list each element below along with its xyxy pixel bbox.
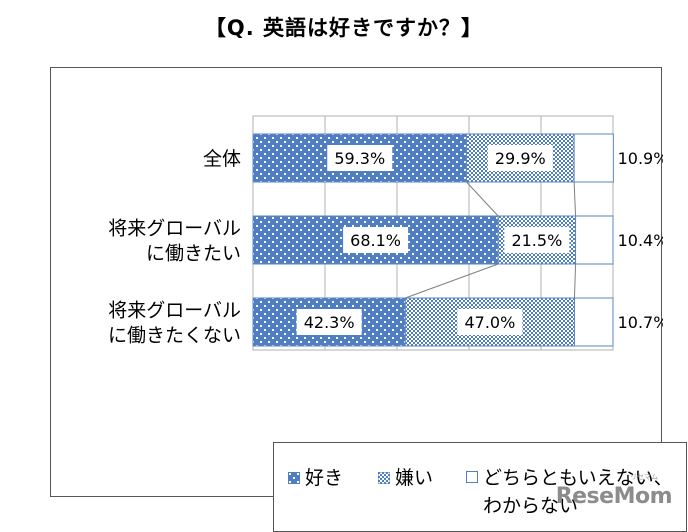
- data-label-box: [487, 145, 553, 171]
- series-line: [573, 263, 577, 299]
- data-label: 10.4%: [618, 231, 663, 250]
- legend-item-like: 好き: [288, 466, 343, 490]
- data-label: 59.3%: [334, 149, 385, 168]
- data-label-box: [457, 309, 523, 335]
- watermark-logo: ReseMom: [555, 484, 673, 509]
- data-label: 10.9%: [618, 149, 663, 168]
- bar-segment: [573, 133, 614, 183]
- legend-label-neither-line2: わからない: [483, 495, 579, 517]
- legend-swatch-like: [288, 472, 300, 484]
- legend-swatch-neither: [466, 471, 478, 483]
- legend-item-neither: どちらともいえない、 わからない: [466, 464, 673, 520]
- data-label: 10.7%: [618, 313, 663, 332]
- legend-label-like: 好き: [305, 467, 344, 489]
- category-label: に働きたい: [146, 243, 241, 265]
- data-label-box: [296, 309, 362, 335]
- series-line: [466, 181, 499, 217]
- category-label: 将来グローバル: [108, 218, 241, 240]
- legend-label-dislike: 嫌い: [395, 467, 434, 489]
- legend-swatch-dislike: [378, 472, 390, 484]
- category-label: に働きたくない: [108, 325, 241, 347]
- data-label-box: [327, 145, 393, 171]
- chart-frame: 59.3% 29.9% 10.9% 68.1% 21.5% 10.4% 42.3% 47.0%…: [50, 67, 687, 532]
- bar-segment: [575, 215, 614, 265]
- data-label: 29.9%: [495, 149, 546, 168]
- data-label: 47.0%: [464, 313, 515, 332]
- legend-label-neither-line1: どちらともいえない、: [483, 467, 673, 489]
- watermark-kana: リセマム: [630, 473, 658, 481]
- data-label: 21.5%: [511, 231, 562, 250]
- series-line: [405, 263, 499, 299]
- bar-segment: [573, 297, 614, 347]
- data-label-box: [343, 227, 409, 253]
- category-label: 将来グローバル: [108, 300, 241, 322]
- category-label: 全体: [203, 148, 241, 170]
- legend-item-dislike: 嫌い: [378, 466, 433, 490]
- series-line: [573, 181, 577, 217]
- chart-title: 【Q. 英語は好きですか？】: [204, 16, 484, 40]
- data-label: 42.3%: [304, 313, 355, 332]
- data-label: 68.1%: [350, 231, 401, 250]
- data-label-box: [504, 227, 570, 253]
- bar-chart: 59.3% 29.9% 10.9% 68.1% 21.5% 10.4% 42.3% 47.0%…: [108, 115, 663, 351]
